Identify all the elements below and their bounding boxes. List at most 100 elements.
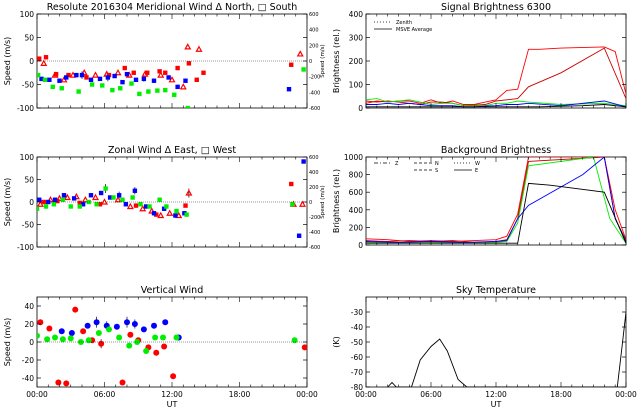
chart-title: Background Brightness	[441, 145, 551, 156]
x-tick-label: 06:00	[94, 390, 116, 399]
plot-area	[37, 159, 307, 238]
data-point-green	[59, 336, 66, 343]
y-tick-label: -20	[22, 356, 34, 365]
data-point-green	[103, 186, 108, 191]
legend-label: Zenith	[396, 20, 412, 26]
series-line-black	[387, 311, 626, 387]
zonal-wind-panel: Zonal Wind Δ East, □ West 100 50 0 -50 -100 60…	[3, 145, 326, 252]
data-point-red-squares	[145, 70, 150, 75]
data-point-blue	[47, 77, 52, 82]
data-point-red	[80, 328, 87, 335]
y-tick-label: -50	[22, 221, 34, 230]
data-point-red-triangles	[114, 69, 122, 76]
data-point-red	[55, 379, 62, 386]
data-point-blue	[57, 78, 62, 83]
y-tick-label: 100	[349, 81, 364, 90]
data-point-blue	[173, 213, 178, 218]
data-point-red-triangles	[184, 43, 192, 50]
data-point-green	[52, 334, 58, 341]
data-point-red	[91, 193, 100, 201]
data-point-red-triangles	[80, 69, 88, 76]
data-point-green	[174, 208, 179, 214]
data-point-green	[67, 335, 74, 342]
data-point-blue	[79, 72, 85, 78]
x-tick-label: 00:00	[26, 390, 48, 399]
y-axis-label: Speed (m/s)	[3, 318, 12, 367]
data-point-blue	[80, 202, 86, 207]
y-tick-label: 200	[349, 57, 364, 66]
data-point-green	[59, 86, 64, 91]
data-point-green	[157, 197, 162, 202]
data-point-green	[290, 202, 295, 207]
y-tick-label: -100	[17, 243, 34, 252]
x-axis-label: UT	[167, 400, 178, 409]
data-point-red-squares	[157, 69, 162, 74]
y-tick-label: 400	[349, 206, 364, 215]
y-axis-label: Brightness (rel.)	[332, 29, 341, 93]
data-point-green	[68, 204, 73, 209]
legend-label: W	[475, 161, 480, 167]
data-point-green	[184, 212, 189, 217]
data-point-red-triangles	[40, 59, 48, 66]
y-tick-label: 0	[358, 104, 363, 113]
x-tick-label: 12:00	[161, 390, 183, 399]
y-tick-label: -30	[351, 308, 363, 317]
data-point-green	[60, 197, 66, 202]
y-tick-label: 0	[29, 57, 34, 66]
data-point-blue	[116, 193, 122, 198]
legend-label: S	[435, 168, 438, 174]
y-tick-label: 0	[29, 338, 34, 347]
data-point-green	[85, 337, 92, 344]
data-point-green	[152, 334, 159, 341]
y-right-tick-label: -600	[309, 245, 320, 251]
data-point-green	[173, 334, 180, 341]
data-point-red	[46, 325, 53, 332]
chart-title: Vertical Wind	[141, 285, 203, 296]
data-point-red-squares	[122, 65, 127, 71]
signal-brightness-panel: Signal Brightness 6300 400 300 200 100 0 Brigh…	[332, 2, 627, 113]
series-line-darkred	[366, 157, 626, 243]
data-point-blue	[175, 84, 180, 90]
data-point-blue	[71, 196, 77, 201]
data-point-red-squares	[186, 61, 192, 66]
data-point-green	[164, 204, 169, 209]
data-point-green	[94, 202, 99, 207]
data-point-blue	[105, 75, 111, 80]
plot-frame	[365, 296, 627, 388]
data-point-green	[44, 336, 51, 343]
data-point-red-squares	[77, 200, 82, 206]
data-point-green	[77, 204, 82, 209]
data-point-red-squares	[289, 181, 294, 187]
data-point-red-squares	[106, 72, 112, 78]
data-point-green	[143, 348, 150, 354]
y-right-tick-label: -200	[309, 75, 320, 81]
data-point-green	[37, 332, 40, 339]
data-point-blue	[112, 73, 117, 79]
data-point-red-triangles	[179, 83, 187, 90]
data-point-green	[163, 87, 168, 93]
data-point-green	[76, 89, 81, 94]
data-point-red	[119, 379, 126, 386]
chart-title: Sky Temperature	[456, 285, 536, 296]
data-point-blue	[123, 202, 129, 207]
data-point-red-squares	[154, 212, 159, 217]
vertical-wind-panel: Vertical Wind 40 20 0 -20 -40 Speed (m/s) 00:00…	[3, 285, 318, 409]
data-point-blue	[113, 323, 120, 330]
data-point-blue	[151, 322, 157, 329]
y-right-tick-label: -200	[309, 215, 320, 221]
plot-area	[37, 306, 307, 387]
y-right-tick-label: 400	[309, 28, 319, 34]
data-point-blue	[296, 233, 302, 238]
data-point-blue	[37, 197, 42, 202]
data-point-green	[118, 86, 123, 91]
data-point-blue	[162, 319, 169, 326]
y-right-tick-label: 600	[309, 12, 319, 18]
data-point-green	[77, 339, 84, 345]
series-line-green	[366, 157, 626, 244]
y-right-axis-label: Speed (m/s)	[320, 185, 326, 218]
series-line-blue	[366, 157, 626, 243]
x-axis-label: UT	[491, 400, 502, 409]
meridional-wind-panel: Resolute 2016304 Meridional Wind Δ North…	[3, 2, 326, 113]
data-point-red	[100, 198, 109, 205]
data-point-red-squares	[194, 77, 199, 82]
